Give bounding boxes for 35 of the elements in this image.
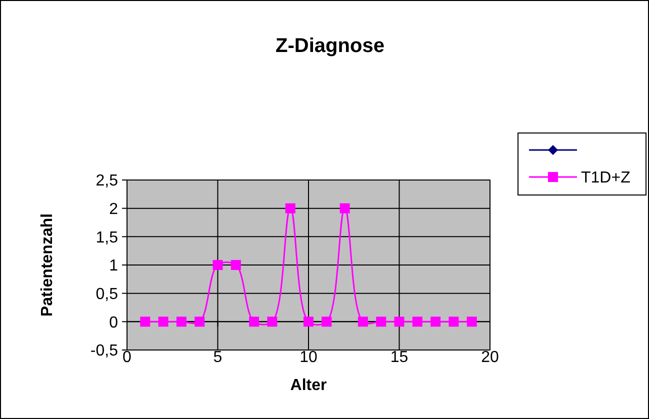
point bbox=[267, 316, 278, 327]
y-tick-label: 2,5 bbox=[96, 172, 118, 190]
y-tick-label: 2 bbox=[109, 200, 118, 218]
point bbox=[430, 316, 441, 327]
x-tick-label: 10 bbox=[300, 349, 318, 366]
point bbox=[176, 316, 186, 327]
point bbox=[140, 316, 150, 327]
x-tick-label: 0 bbox=[122, 349, 132, 366]
point bbox=[412, 316, 422, 327]
y-tick-label: 1,5 bbox=[96, 229, 118, 246]
point bbox=[230, 260, 241, 270]
y-axis-title: Patientenzahl bbox=[39, 213, 56, 317]
chart-title: Z-Diagnose bbox=[276, 35, 384, 57]
point bbox=[158, 316, 168, 327]
point bbox=[212, 260, 223, 270]
point bbox=[285, 203, 296, 214]
point bbox=[322, 316, 332, 327]
y-tick-label: -0,5 bbox=[90, 342, 118, 360]
x-tick-label: 20 bbox=[481, 349, 499, 366]
y-tick-label: 1 bbox=[109, 258, 118, 275]
point bbox=[340, 203, 350, 214]
x-tick-label: 5 bbox=[213, 349, 222, 366]
point bbox=[376, 316, 386, 327]
point bbox=[394, 316, 404, 327]
point bbox=[249, 316, 260, 327]
x-axis-title: Alter bbox=[290, 377, 327, 394]
legend-label: T1D+Z bbox=[581, 170, 631, 187]
y-tick-label: 0,5 bbox=[96, 286, 118, 303]
point bbox=[194, 316, 205, 327]
point bbox=[358, 316, 368, 327]
point bbox=[466, 316, 477, 327]
point bbox=[304, 316, 314, 327]
point bbox=[448, 316, 459, 327]
y-tick-label: 0 bbox=[109, 314, 118, 332]
x-tick-label: 15 bbox=[390, 349, 408, 366]
